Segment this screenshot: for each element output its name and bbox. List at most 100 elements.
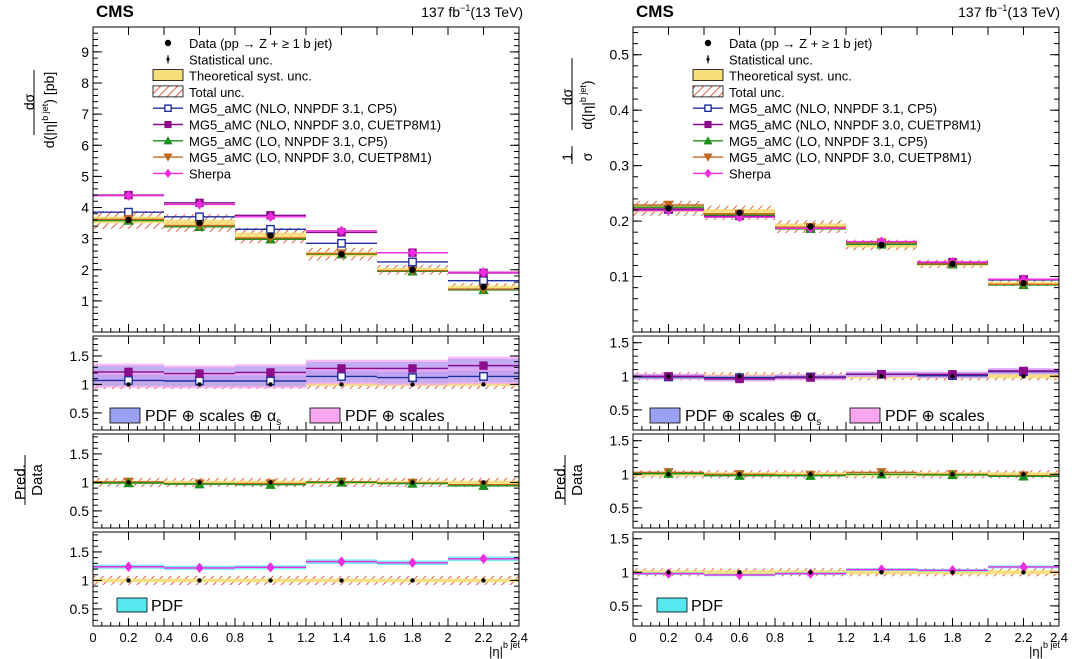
r3-right-data-point bbox=[1021, 570, 1026, 575]
r2-right-data-point bbox=[737, 472, 742, 477]
r3-left-data-point bbox=[126, 578, 131, 583]
r1-left-data-point bbox=[268, 382, 273, 387]
ratio-lo-left: 0.5 1 1.5 bbox=[70, 433, 520, 529]
top-left-data-point bbox=[196, 219, 203, 227]
r3-left-data-point bbox=[410, 578, 415, 583]
right-figure: CMS 137 fb−1(13 TeV) 0.1 0.2 0.3 0.4 0.5 Data… bbox=[552, 2, 1068, 659]
r1-axis-right-ytick-label: 0.5 bbox=[610, 402, 630, 418]
ratio-nlo-right: 0.5 1 1.5 PDF ⊕ scales ⊕ αs PDF ⊕ scales bbox=[610, 335, 1060, 431]
legend-label-sherpa: Sherpa bbox=[189, 166, 232, 181]
series-sherpa-left-marker bbox=[479, 267, 488, 278]
r3-right-data-point bbox=[737, 570, 742, 575]
legend-right: Data (pp → Z + ≥ 1 b jet)Statistical unc… bbox=[692, 36, 981, 181]
r3-sherpa-left-marker bbox=[337, 556, 346, 567]
r3-right-data-point bbox=[879, 570, 884, 575]
r1-left-data-point bbox=[481, 382, 486, 387]
xtick-label: 1.6 bbox=[368, 630, 386, 645]
r3-left-data-point bbox=[481, 578, 486, 583]
r1-band-legend-box bbox=[109, 407, 141, 424]
legend-label-lo_cuetp8m1: MG5_aMC (LO, NNPDF 3.0, CUETP8M1) bbox=[189, 150, 432, 165]
legend-label-sherpa: Sherpa bbox=[729, 166, 772, 181]
top-right-data-point bbox=[807, 223, 814, 230]
r1-axis-right-ytick-label: 1 bbox=[621, 368, 629, 384]
xtick-label: 0 bbox=[89, 630, 96, 645]
legend-marker-lo_cp5 bbox=[703, 136, 713, 145]
r1-axis-right-ytick-label: 1.5 bbox=[610, 335, 630, 351]
r3-axis-right-ytick-label: 0.5 bbox=[610, 598, 630, 614]
legend-label-syst: Theoretical syst. unc. bbox=[189, 69, 312, 84]
legend-marker-total bbox=[152, 85, 184, 98]
top-axis-left-ytick-label: 8 bbox=[81, 75, 89, 91]
legend-label-lo_cuetp8m1: MG5_aMC (LO, NNPDF 3.0, CUETP8M1) bbox=[729, 150, 972, 165]
r1-band-legend-label: PDF ⊕ scales ⊕ αs bbox=[145, 408, 281, 428]
top-axis-left-ytick-label: 6 bbox=[81, 137, 89, 153]
top-axis-left-ytick-label: 5 bbox=[81, 168, 89, 184]
r3-left-data-point bbox=[197, 578, 202, 583]
legend-label-nlo_cuetp8m1: MG5_aMC (NLO, NNPDF 3.0, CUETP8M1) bbox=[189, 118, 441, 133]
legend-label-total: Total unc. bbox=[729, 85, 785, 100]
series-nlo_cp5-left-marker bbox=[266, 224, 275, 234]
r3-right-data-point bbox=[808, 570, 813, 575]
r1-right-data-point bbox=[666, 374, 671, 379]
r1-right-data-point bbox=[879, 374, 884, 379]
r3-axis-right-ytick-label: 1.5 bbox=[610, 531, 630, 547]
top-right-data-point bbox=[665, 205, 672, 212]
lumi-sup-left: −1 bbox=[460, 3, 470, 13]
legend-marker-nlo_cuetp8m1 bbox=[704, 120, 712, 129]
xlabel-main-right: |η| bbox=[1029, 644, 1043, 659]
xtick-label: 2.4 bbox=[510, 630, 528, 645]
xtick-label: 1 bbox=[267, 630, 274, 645]
r1-left-data-point bbox=[339, 382, 344, 387]
ratio-ylabel-den-right: Data bbox=[569, 464, 586, 496]
series-sherpa-left-marker bbox=[337, 225, 346, 237]
r3-right-data-point bbox=[950, 570, 955, 575]
lumi-main-right: 137 fb bbox=[958, 4, 997, 20]
xlabel-main-left: |η| bbox=[489, 644, 503, 659]
ratio-ylabel-num-left: Pred. bbox=[12, 464, 29, 500]
r1-right-data-point bbox=[808, 374, 813, 379]
ylabel-unit-left: ) [pb] bbox=[41, 72, 57, 104]
xtick-label: 1.4 bbox=[872, 630, 890, 645]
r1-nlo-cuetp8m1-left-marker bbox=[124, 367, 133, 377]
r3-band-legend-label: PDF bbox=[691, 598, 723, 615]
r1-left-data-point bbox=[126, 382, 131, 387]
r1-right-data-point bbox=[1021, 374, 1026, 379]
xtick-label: 0.8 bbox=[766, 630, 784, 645]
xlabel-right: |η|b jet bbox=[1029, 640, 1060, 659]
top-axis-right-ytick-label: 0.1 bbox=[610, 269, 630, 285]
top-left-data-point bbox=[125, 216, 132, 224]
r1-axis-left-ytick-label: 1 bbox=[81, 376, 89, 392]
r2-left-data-point bbox=[126, 480, 131, 485]
r3-sherpa-left-marker bbox=[266, 562, 275, 573]
legend-label-stat: Statistical unc. bbox=[729, 52, 813, 67]
top-plot-right: 0.1 0.2 0.3 0.4 0.5 Data (pp → Z + ≥ 1 b jet)… bbox=[610, 26, 1060, 333]
legend-label-lo_cp5: MG5_aMC (LO, NNPDF 3.1, CP5) bbox=[189, 134, 388, 149]
legend-marker-lo_cuetp8m1 bbox=[703, 153, 713, 162]
ylabel-top-right: 1 dσ σ d(|η|b jet) bbox=[559, 80, 595, 161]
r1-nlo-cuetp8m1-right-marker bbox=[735, 374, 744, 384]
series-sherpa-left-marker bbox=[408, 247, 417, 258]
r2-axis-right-ytick-label: 0.5 bbox=[610, 500, 630, 516]
top-axis-right-ytick-label: 0.2 bbox=[610, 213, 630, 229]
xtick-label: 0.2 bbox=[659, 630, 677, 645]
r2-left-data-point bbox=[268, 480, 273, 485]
top-left-data-point bbox=[338, 250, 345, 258]
r1-nlo-cuetp8m1-left-marker bbox=[266, 368, 275, 377]
legend-marker-nlo_cp5 bbox=[704, 104, 712, 112]
top-left-data-point bbox=[480, 283, 487, 291]
top-right-data-point bbox=[1020, 280, 1027, 287]
legend-label-nlo_cp5: MG5_aMC (NLO, NNPDF 3.1, CP5) bbox=[189, 101, 397, 116]
r1-left-data-point bbox=[197, 382, 202, 387]
r3-axis-right-ytick-label: 1 bbox=[621, 564, 629, 580]
top-axis-right-ytick-label: 0.3 bbox=[610, 158, 630, 174]
xtick-label: 1.4 bbox=[332, 630, 350, 645]
top-axis-left-ytick-label: 7 bbox=[81, 106, 89, 122]
legend-marker-data bbox=[164, 39, 172, 47]
r3-sherpa-left-marker bbox=[195, 562, 204, 574]
ylabel-top-left: dσ d(|η|b jet) [pb] bbox=[21, 72, 57, 148]
lumi-energy-right: (13 TeV) bbox=[1007, 4, 1060, 20]
top-axis-right-ytick-label: 0.4 bbox=[610, 102, 630, 118]
legend-label-data: Data (pp → Z + ≥ 1 b jet) bbox=[729, 36, 872, 51]
r1-nlo-cuetp8m1-left-marker bbox=[337, 364, 346, 373]
